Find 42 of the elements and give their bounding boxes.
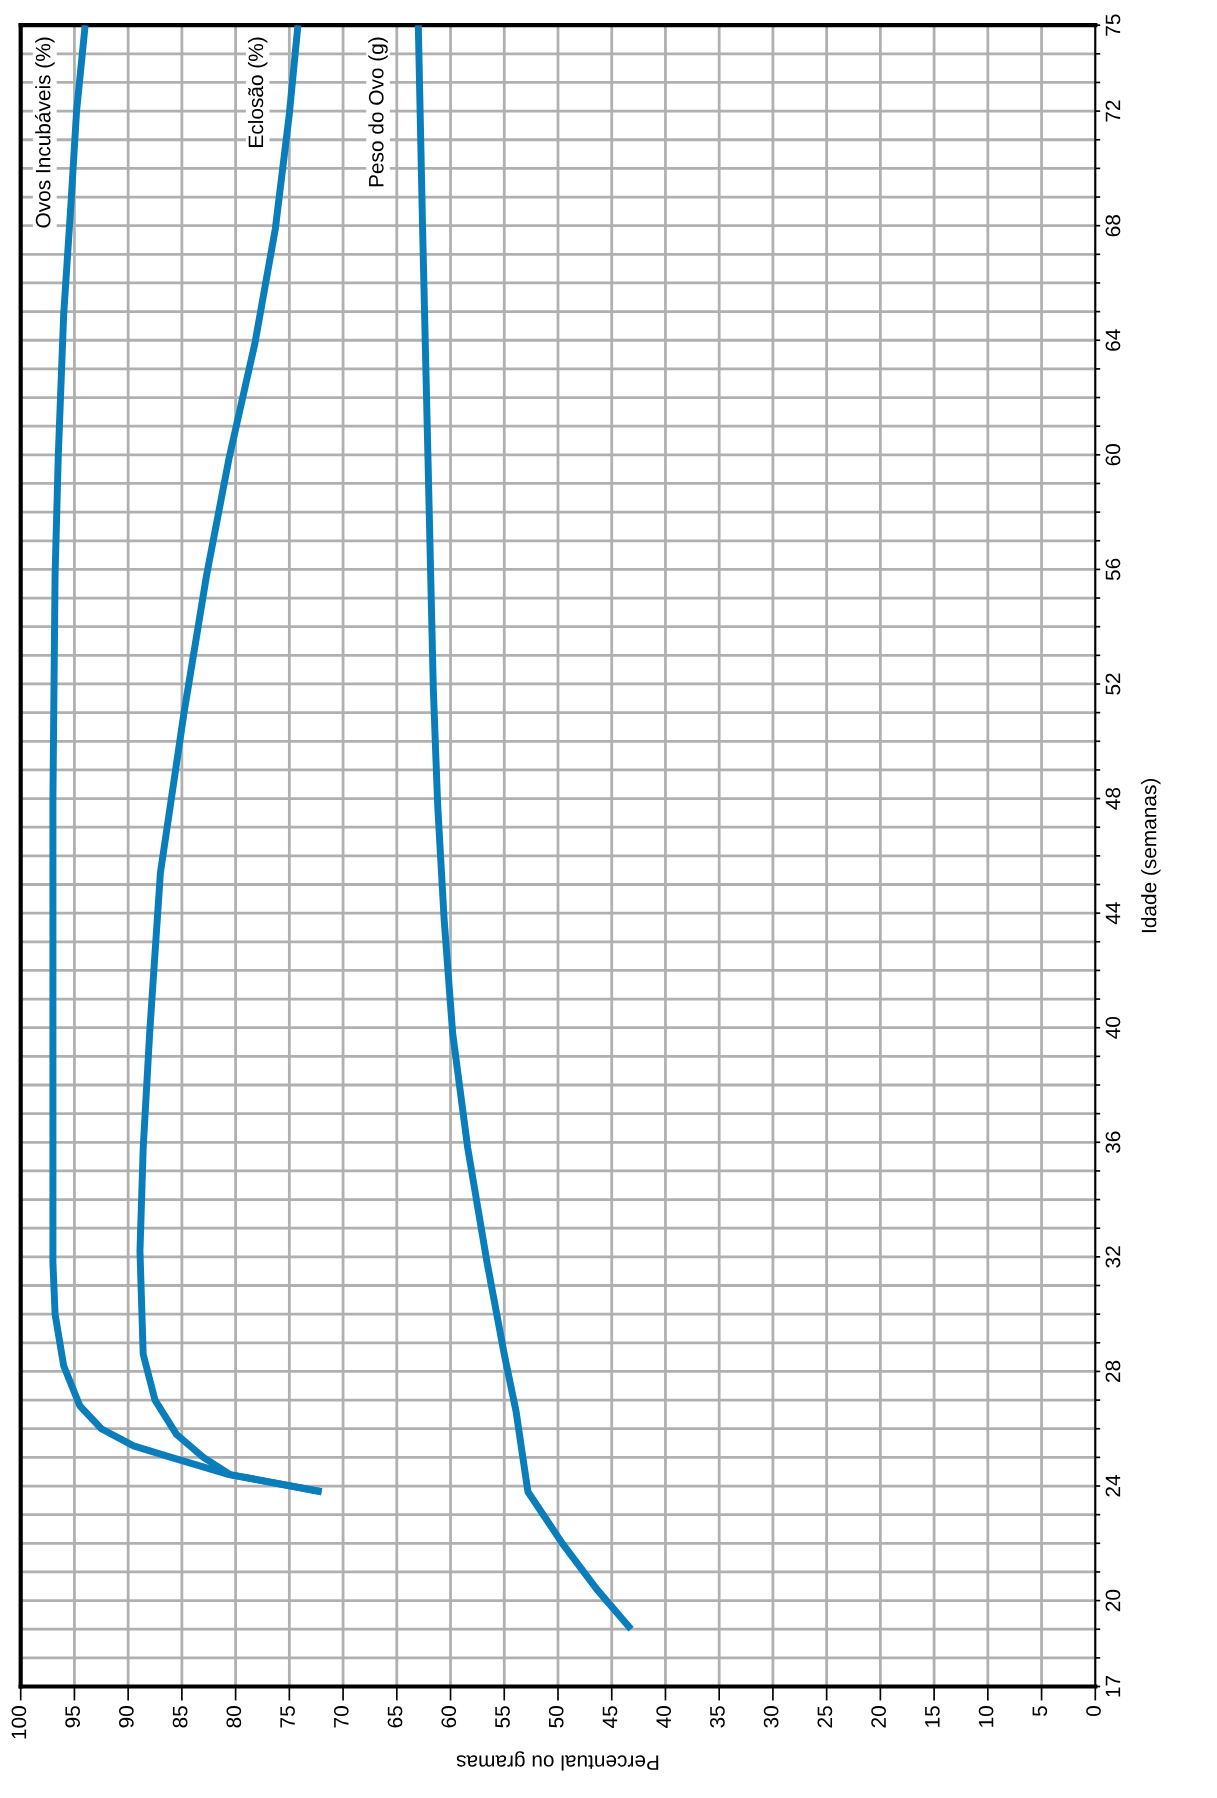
x-tick-label: 95 — [65, 1706, 81, 1728]
x-tick-label: 5 — [1032, 1706, 1048, 1717]
y-tick-label: 40 — [1105, 1016, 1121, 1039]
x-tick-label: 30 — [763, 1706, 779, 1728]
x-tick-label: 100 — [11, 1706, 27, 1739]
x-tick-label: 55 — [495, 1706, 510, 1728]
y-tick-label: 52 — [1105, 673, 1121, 695]
x-tick-label: 75 — [280, 1706, 295, 1728]
x-tick-label: 0 — [1086, 1706, 1101, 1717]
x-tick-label: 25 — [817, 1706, 833, 1728]
y-tick-label: 36 — [1105, 1131, 1121, 1154]
x-tick-label: 20 — [871, 1706, 886, 1728]
x-tick-label: 35 — [710, 1706, 725, 1728]
text: Ovos Incubáveis (%) — [34, 37, 55, 228]
x-tick-label: 15 — [925, 1706, 940, 1727]
x-tick-label: 60 — [441, 1706, 457, 1728]
y-tick-label: 68 — [1105, 215, 1121, 237]
x-tick-label: 45 — [602, 1706, 618, 1728]
y-tick-label: 48 — [1105, 787, 1121, 810]
x-tick-label: 85 — [172, 1706, 188, 1728]
y-axis-title: Idade (semanas) — [1141, 778, 1161, 933]
x-tick-label: 70 — [333, 1706, 349, 1728]
y-tick-label: 24 — [1105, 1475, 1121, 1497]
x-tick-label: 50 — [548, 1706, 564, 1728]
y-tick-label: 28 — [1105, 1360, 1121, 1382]
text: Peso do Ovo (g) — [368, 37, 388, 187]
x-axis-title: Percentual ou gramas — [456, 1751, 659, 1771]
y-tick-label: 56 — [1105, 558, 1121, 581]
text: Eclosão (%) — [247, 37, 268, 147]
x-tick-label: 80 — [226, 1706, 242, 1728]
x-tick-label: 40 — [656, 1706, 672, 1728]
x-tick-label: 65 — [387, 1706, 403, 1728]
x-tick-label: 90 — [118, 1706, 134, 1728]
y-tick-label: 72 — [1105, 100, 1121, 122]
y-tick-label: 75 — [1105, 14, 1121, 36]
y-tick-label: 20 — [1105, 1589, 1121, 1612]
y-tick-label: 32 — [1105, 1246, 1121, 1268]
y-tick-label: 44 — [1105, 902, 1121, 925]
y-tick-label: 60 — [1105, 444, 1121, 466]
x-tick-label: 10 — [978, 1706, 994, 1727]
y-tick-label: 64 — [1105, 329, 1121, 351]
y-tick-label: 17 — [1105, 1675, 1121, 1697]
